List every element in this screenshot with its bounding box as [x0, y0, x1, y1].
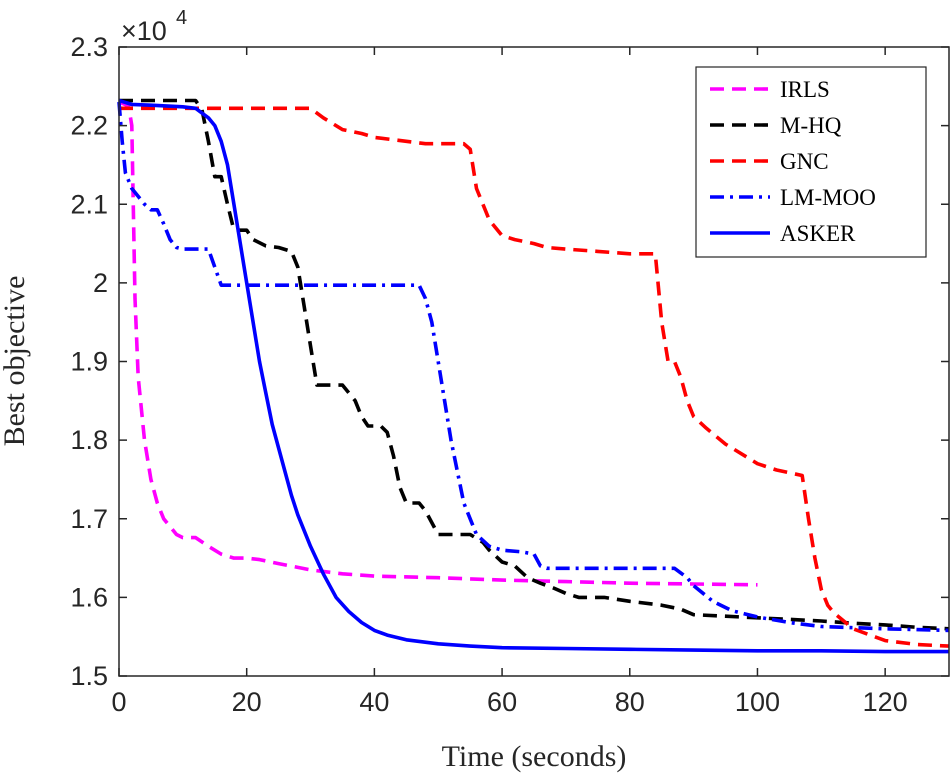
x-tick-label: 0 [111, 687, 126, 717]
legend-label: LM-MOO [780, 185, 876, 210]
x-tick-label: 20 [232, 687, 262, 717]
y-tick-label: 1.9 [70, 347, 108, 377]
y-exponent-power: 4 [176, 7, 187, 29]
y-tick-label: 2 [93, 268, 108, 298]
y-tick-label: 1.7 [70, 504, 108, 534]
x-axis-ticks: 0 20 40 60 80 100 120 [111, 47, 908, 717]
y-axis-ticks: 1.5 1.6 1.7 1.8 1.9 2 2.1 2.2 2.3 [70, 32, 949, 691]
x-tick-label: 60 [487, 687, 517, 717]
y-tick-label: 1.5 [70, 661, 108, 691]
series-line-m-hq [119, 98, 950, 631]
legend-label: GNC [780, 149, 829, 174]
y-tick-label: 1.6 [70, 582, 108, 612]
legend: IRLS M-HQ GNC LM-MOO ASKER [695, 66, 927, 258]
series-line-gnc [119, 106, 950, 648]
legend-label: ASKER [780, 221, 856, 246]
series-line-lm-moo [117, 101, 950, 633]
x-tick-label: 80 [615, 687, 645, 717]
x-tick-label: 40 [359, 687, 389, 717]
x-axis-label: Time (seconds) [442, 740, 627, 773]
legend-label: IRLS [780, 77, 830, 102]
x-tick-label: 120 [863, 687, 908, 717]
y-exponent: ×10 4 [121, 7, 187, 46]
y-tick-label: 2.3 [70, 32, 108, 62]
x-tick-label: 100 [735, 687, 780, 717]
y-tick-label: 2.1 [70, 189, 108, 219]
series-line-irls [118, 100, 758, 587]
y-tick-label: 1.8 [70, 425, 108, 455]
y-tick-label: 2.2 [70, 111, 108, 141]
y-axis-label: Best objective [0, 276, 31, 447]
series-line-asker [118, 98, 949, 654]
y-exponent-base: ×10 [121, 16, 167, 46]
plot-lines [117, 98, 950, 654]
legend-label: M-HQ [780, 113, 842, 138]
